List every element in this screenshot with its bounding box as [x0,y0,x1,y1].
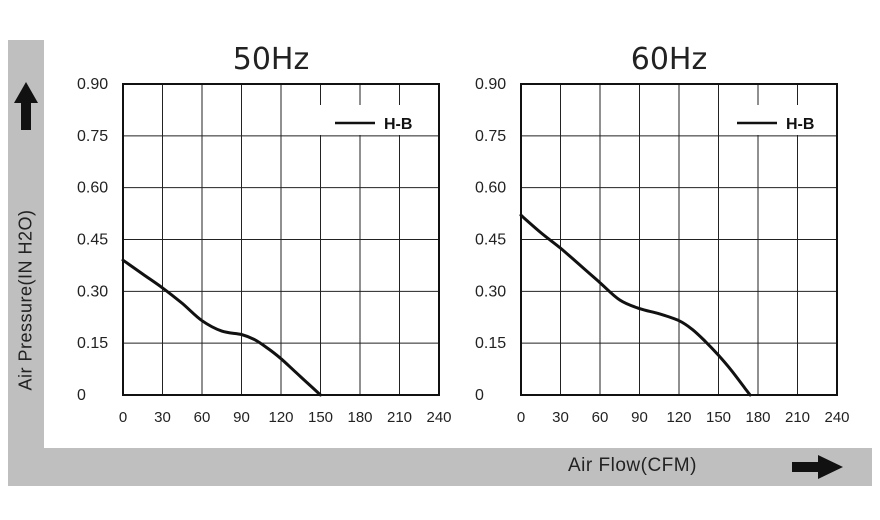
series-line-h-b [121,258,322,397]
y-tick-label: 0.30 [77,283,108,300]
x-tick-label: 0 [517,409,525,426]
x-tick-label: 180 [347,409,372,426]
y-tick-label: 0.45 [77,232,108,249]
y-tick-label: 0.15 [77,335,108,352]
legend-box [320,105,438,135]
x-tick-label: 120 [666,409,691,426]
x-tick-label: 180 [745,409,770,426]
x-tick-label: 240 [426,409,451,426]
x-tick-label: 240 [824,409,849,426]
chart-60hz: 60Hz 0 0.15 0.30 0.45 0.60 0.75 0.90 0 30 60 90 12… [475,42,850,426]
x-axis-label: Air Flow(CFM) [568,455,697,476]
x-tick-label: 150 [706,409,731,426]
x-tick-labels: 0 30 60 90 120 150 180 210 240 [119,409,452,426]
y-tick-label: 0.90 [77,76,108,93]
y-tick-label: 0.15 [475,335,506,352]
y-tick-label: 0.60 [475,180,506,197]
legend-label: H-B [384,116,412,133]
x-tick-label: 90 [233,409,250,426]
y-tick-label: 0.90 [475,76,506,93]
up-arrow-icon [14,82,38,130]
chart-title: 60Hz [631,42,707,77]
y-tick-label: 0.30 [475,283,506,300]
y-tick-label: 0.75 [77,128,108,145]
x-tick-label: 60 [592,409,609,426]
plot-frame [122,83,440,396]
x-tick-label: 90 [631,409,648,426]
series-line-h-b [519,213,752,397]
plot-frame [520,83,838,396]
y-tick-label: 0.75 [475,128,506,145]
x-tick-label: 60 [194,409,211,426]
x-tick-label: 30 [154,409,171,426]
x-tick-label: 0 [119,409,127,426]
y-tick-label: 0 [77,387,86,404]
x-tick-labels: 0 30 60 90 120 150 180 210 240 [517,409,850,426]
chart-50hz: 50Hz 0 0.15 0.30 0.45 0.60 0.75 0.90 0 30 60 90 12… [77,42,452,426]
x-tick-label: 210 [785,409,810,426]
right-arrow-icon [792,455,843,479]
x-tick-label: 120 [268,409,293,426]
x-tick-label: 30 [552,409,569,426]
legend-box [720,105,836,135]
y-tick-labels: 0 0.15 0.30 0.45 0.60 0.75 0.90 [475,76,506,404]
x-axis-band [8,448,872,486]
y-axis-label: Air Pressure(IN H2O) [15,209,36,391]
legend-label: H-B [786,116,814,133]
x-tick-label: 150 [308,409,333,426]
y-tick-labels: 0 0.15 0.30 0.45 0.60 0.75 0.90 [77,76,108,404]
chart-title: 50Hz [233,42,309,77]
y-tick-label: 0.60 [77,180,108,197]
y-tick-label: 0.45 [475,232,506,249]
y-tick-label: 0 [475,387,484,404]
x-tick-label: 210 [387,409,412,426]
